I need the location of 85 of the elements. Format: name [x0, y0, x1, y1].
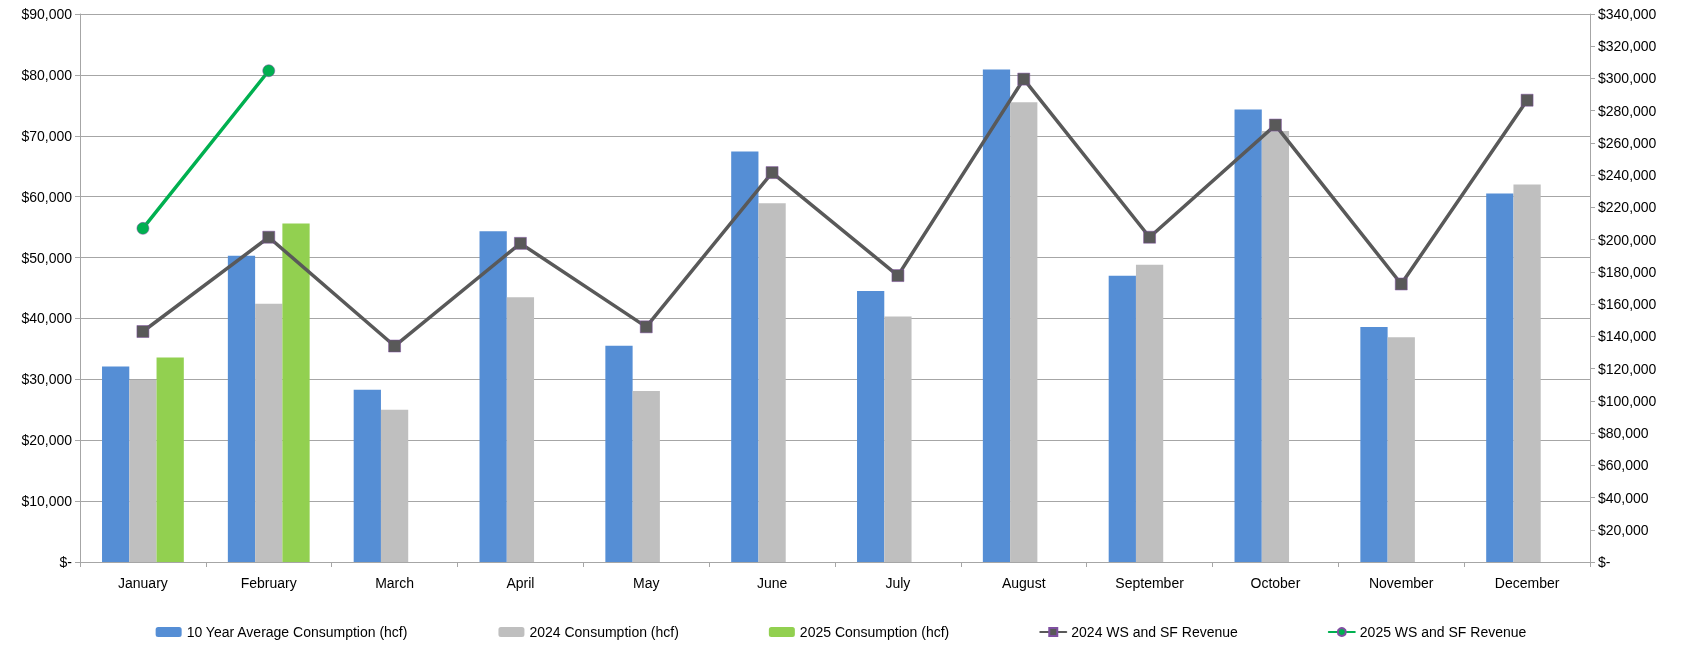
legend-label: 2024 WS and SF Revenue [1071, 624, 1239, 640]
point [136, 222, 150, 235]
bar [1387, 337, 1415, 562]
point [1395, 277, 1408, 291]
bar [1261, 130, 1290, 562]
legend-label: 2025 WS and SF Revenue [1359, 624, 1527, 640]
point [262, 230, 275, 244]
bar [632, 390, 660, 562]
y2-tick-label: $240,000 [1598, 167, 1657, 184]
bar [506, 297, 535, 562]
bar [1360, 326, 1388, 562]
bar [731, 151, 759, 562]
y2-tick-label: $140,000 [1598, 328, 1657, 345]
bar [353, 389, 381, 562]
y-tick-label: $- [59, 554, 73, 570]
legend-label: 10 Year Average Consumption (hcf) [186, 624, 408, 640]
point [765, 166, 779, 179]
y2-tick-label: $120,000 [1598, 360, 1657, 377]
bar [380, 409, 409, 562]
bar [227, 255, 256, 562]
y-tick-label: $70,000 [21, 127, 73, 144]
y2-tick-label: $80,000 [1598, 425, 1649, 442]
point [514, 237, 527, 250]
x-tick-label: May [633, 575, 660, 591]
bar [758, 203, 786, 562]
y-tick-label: $90,000 [21, 6, 73, 22]
y2-tick-label: $20,000 [1598, 521, 1649, 538]
bar [102, 366, 130, 562]
y-tick-label: $20,000 [21, 432, 73, 449]
bar [1010, 102, 1038, 562]
legend-label: 2025 Consumption (hcf) [799, 624, 950, 640]
bar [479, 231, 507, 562]
point [262, 64, 275, 77]
bar [982, 69, 1011, 562]
x-tick-label: August [1001, 575, 1046, 591]
y2-tick-label: $- [1598, 554, 1611, 570]
bar [1513, 184, 1541, 562]
x-tick-label: November [1368, 575, 1434, 591]
y-tick-label: $40,000 [21, 310, 73, 327]
x-tick-label: September [1115, 575, 1185, 591]
x-tick-label: April [506, 575, 535, 591]
point [1143, 230, 1156, 244]
y2-tick-label: $200,000 [1598, 231, 1657, 248]
bar [857, 291, 885, 562]
bar [1135, 264, 1164, 562]
x-tick-label: October [1250, 575, 1301, 591]
y2-tick-label: $60,000 [1598, 457, 1649, 474]
y-tick-label: $50,000 [21, 249, 73, 266]
y-tick-label: $80,000 [21, 66, 73, 83]
x-tick-label: March [375, 575, 415, 591]
x-tick-label: June [756, 575, 788, 591]
y2-tick-label: $160,000 [1598, 296, 1657, 313]
y-tick-label: $60,000 [21, 188, 73, 205]
y2-tick-label: $280,000 [1598, 102, 1657, 119]
point [1269, 118, 1282, 132]
bar [129, 379, 157, 562]
point [891, 269, 905, 282]
y2-tick-label: $300,000 [1598, 70, 1657, 87]
y2-tick-label: $40,000 [1598, 489, 1649, 506]
legend-label: 2024 Consumption (hcf) [529, 624, 679, 640]
y-tick-label: $30,000 [21, 371, 73, 388]
y2-tick-label: $320,000 [1598, 38, 1657, 55]
bar [1108, 275, 1136, 562]
point [388, 339, 401, 353]
y2-tick-label: $340,000 [1598, 6, 1657, 22]
point [1520, 93, 1534, 107]
point [1017, 72, 1030, 86]
x-tick-label: February [240, 575, 297, 591]
bar [605, 345, 633, 562]
bar [884, 316, 912, 562]
bar [282, 223, 310, 562]
y2-tick-label: $220,000 [1598, 199, 1657, 216]
x-tick-label: December [1494, 575, 1560, 591]
bar [1486, 193, 1514, 562]
point [640, 320, 653, 334]
y2-tick-label: $100,000 [1598, 392, 1657, 409]
point [136, 325, 150, 338]
bar [156, 357, 184, 562]
x-tick-label: July [885, 575, 911, 591]
y2-tick-label: $180,000 [1598, 263, 1657, 280]
y-tick-label: $10,000 [21, 493, 73, 510]
y2-tick-label: $260,000 [1598, 134, 1657, 151]
bar [255, 303, 283, 562]
x-tick-label: January [118, 575, 168, 591]
bar [1234, 109, 1262, 562]
